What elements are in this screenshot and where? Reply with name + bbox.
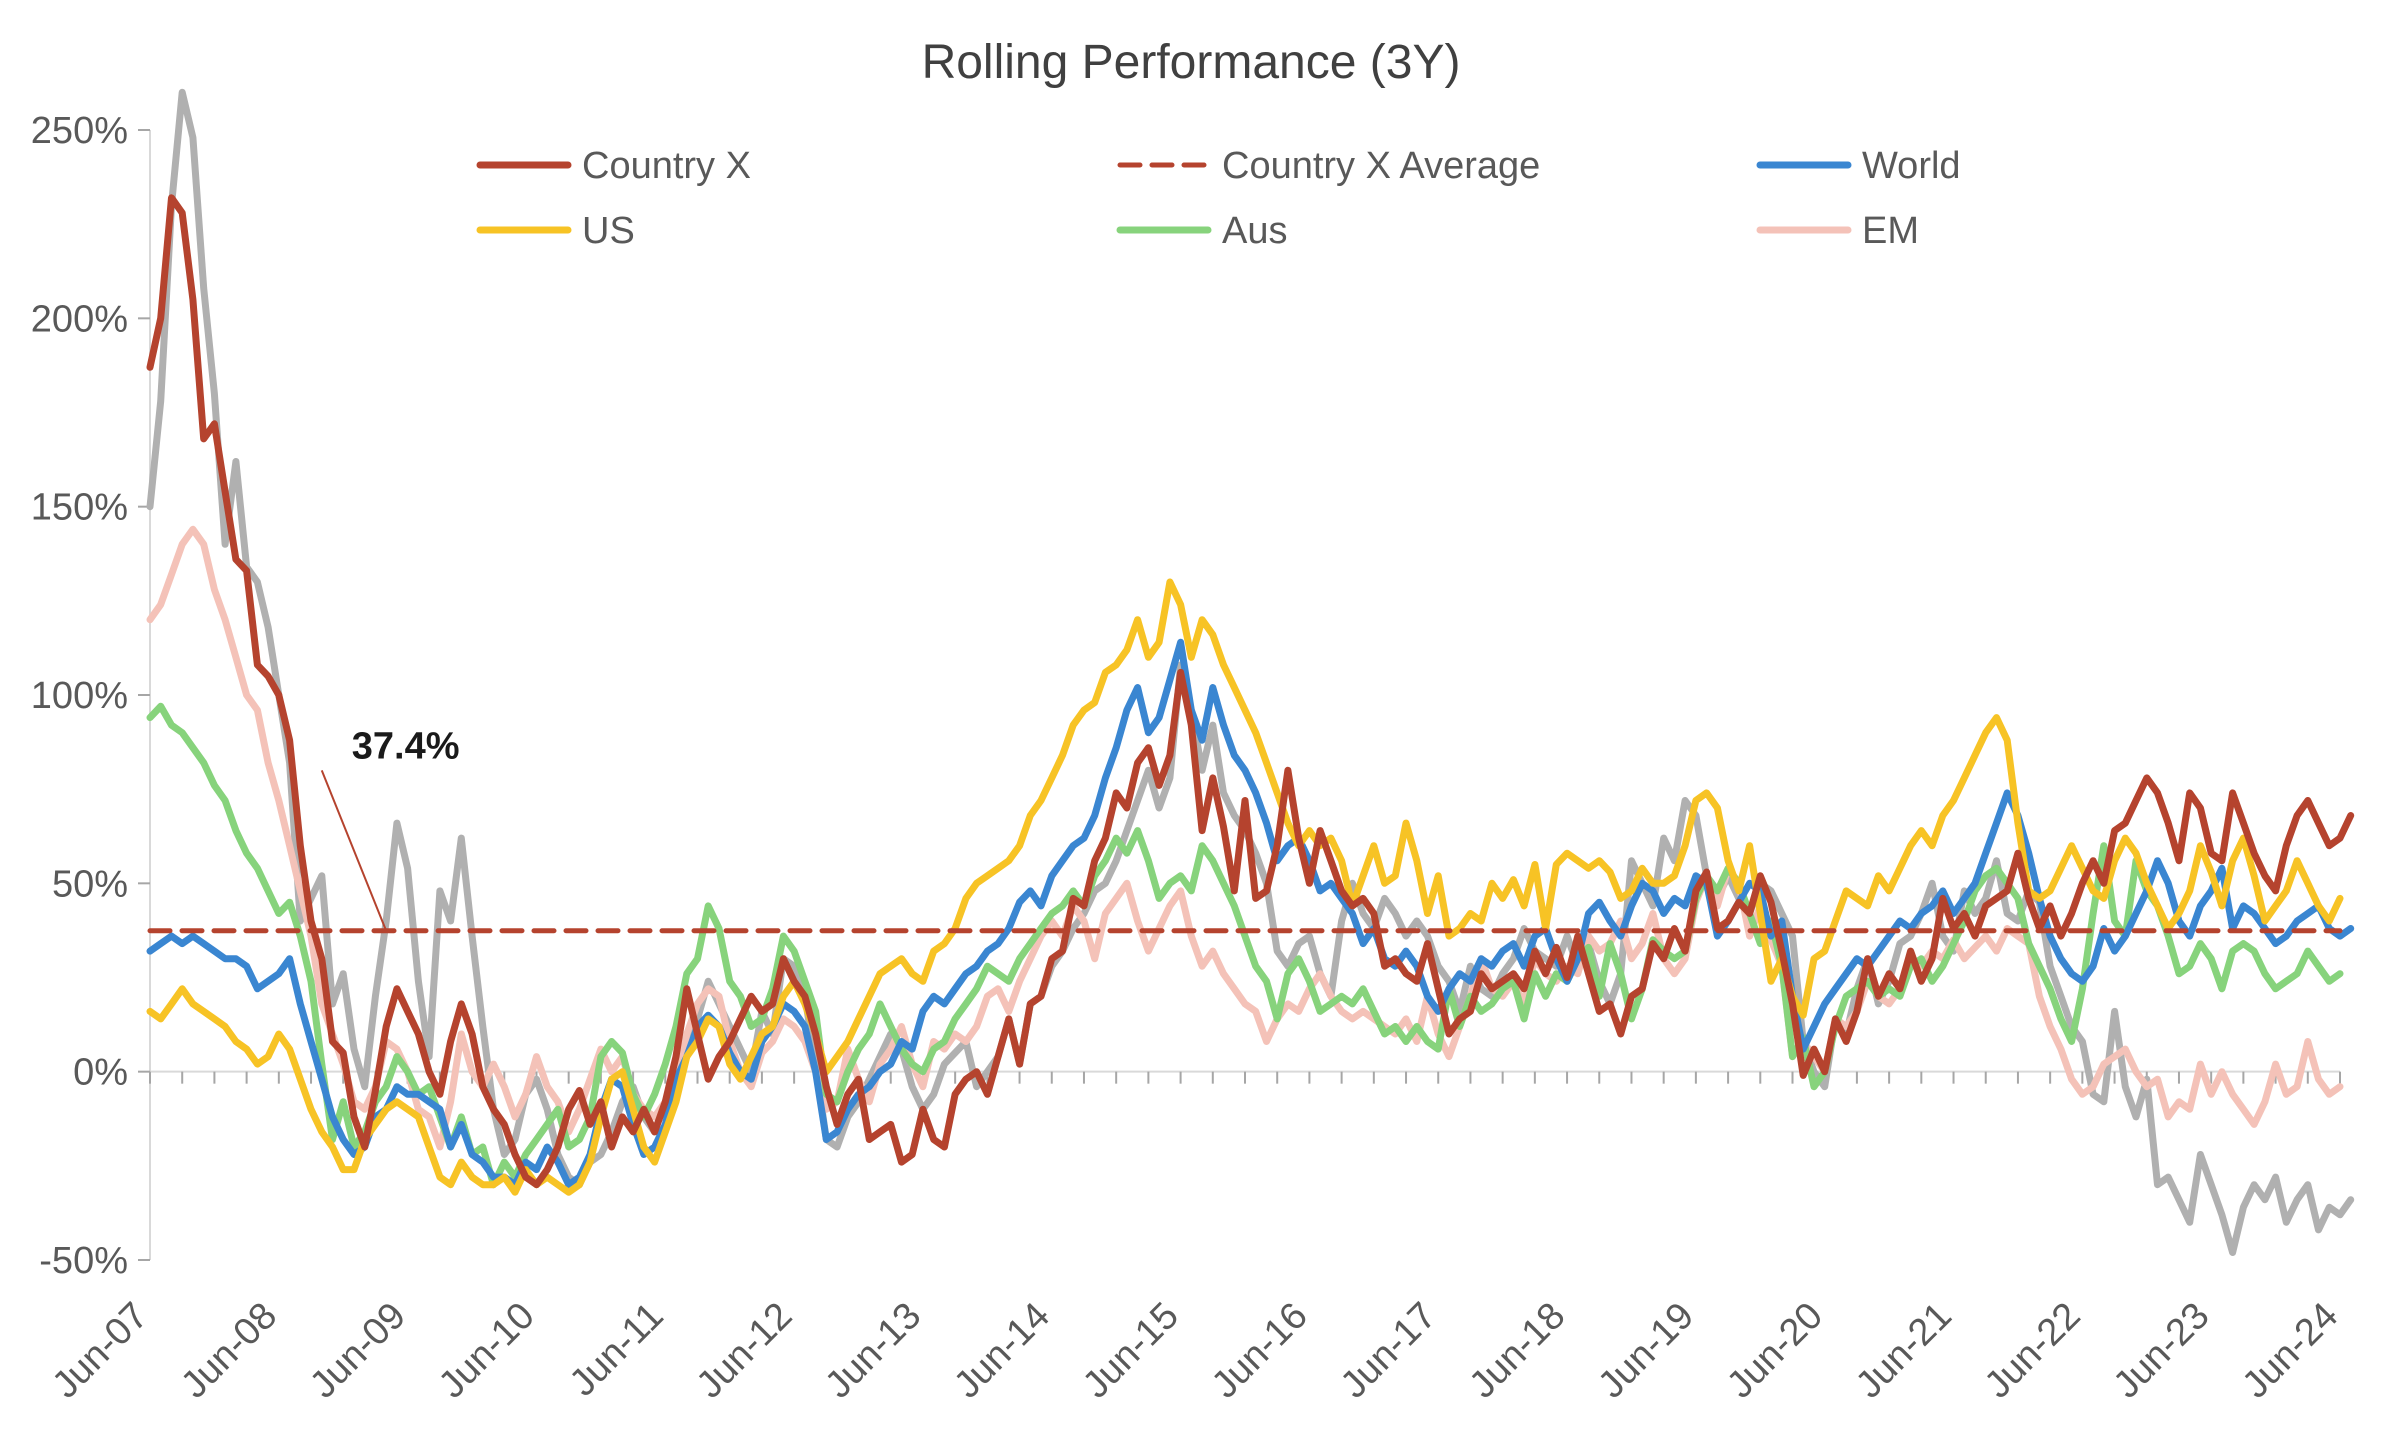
legend-label: Aus <box>1222 210 1287 252</box>
y-tick-label: -50% <box>39 1240 128 1282</box>
chart-title: Rolling Performance (3Y) <box>922 36 1461 89</box>
y-tick-label: 250% <box>31 110 128 152</box>
legend-label: US <box>582 210 635 252</box>
legend-label: EM <box>1862 210 1919 252</box>
callout-label: 37.4% <box>352 725 460 767</box>
y-tick-label: 150% <box>31 487 128 529</box>
y-tick-label: 200% <box>31 298 128 340</box>
y-tick-label: 50% <box>52 863 128 905</box>
chart-container: Rolling Performance (3Y) -50% 0% 50% 100% 150… <box>0 0 2382 1437</box>
legend-label: World <box>1862 145 1961 187</box>
y-tick-label: 0% <box>73 1052 128 1094</box>
legend-label: Country X Average <box>1222 145 1540 187</box>
legend-label: Country X <box>582 145 751 187</box>
rolling-performance-chart: Rolling Performance (3Y) -50% 0% 50% 100% 150… <box>0 0 2382 1437</box>
y-tick-label: 100% <box>31 675 128 717</box>
